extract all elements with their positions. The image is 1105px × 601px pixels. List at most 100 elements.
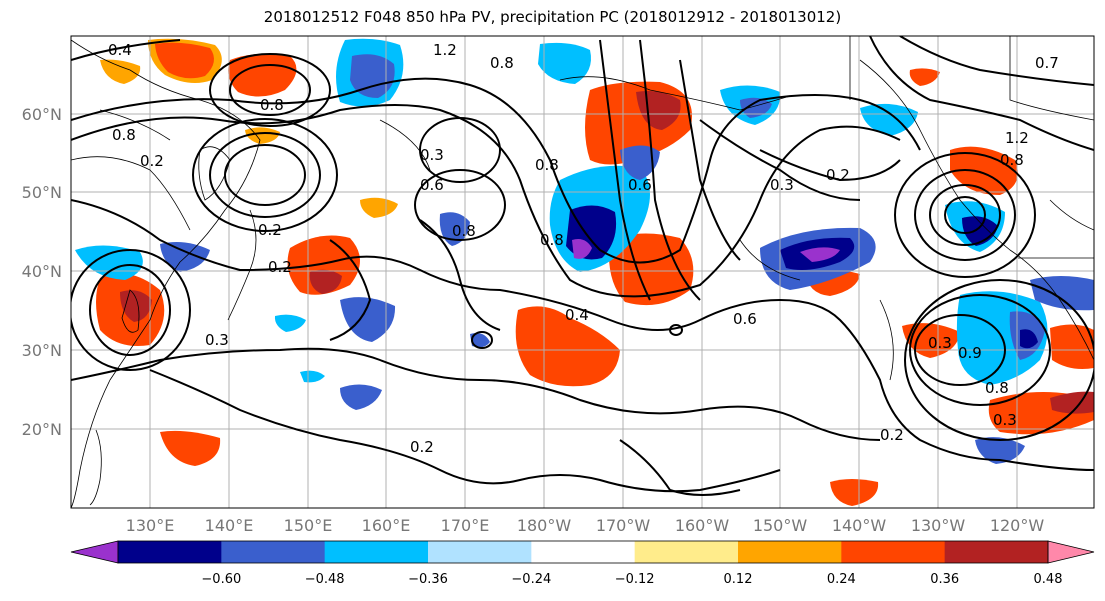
- negative-anomaly-region: [470, 333, 490, 348]
- positive-anomaly-region: [909, 68, 940, 86]
- contour-label: 1.2: [1005, 129, 1029, 147]
- contour-label: 0.6: [628, 176, 652, 194]
- positive-anomaly-region: [160, 430, 221, 466]
- positive-anomaly-region: [609, 233, 694, 306]
- colorbar-segment: [221, 541, 326, 563]
- contour-labels: 0.4 1.2 0.8 0.8 0.3 0.8 0.6 0.6 0.8 0.3 …: [108, 41, 1059, 456]
- colorbar-tick-label: 0.12: [724, 572, 753, 587]
- lat-label: 30°N: [22, 341, 62, 360]
- negative-anomaly-region: [350, 54, 395, 98]
- contour-label: 0.3: [420, 146, 444, 164]
- colorbar-tick-label: −0.12: [615, 572, 655, 587]
- contour-label: 0.8: [540, 231, 564, 249]
- lon-label: 140°E: [205, 516, 254, 535]
- negative-anomaly-region: [620, 145, 660, 180]
- colorbar: −0.60 −0.48 −0.36 −0.24 −0.12 0.12 0.24 0.36 0.4…: [70, 540, 1095, 587]
- contour-label: 0.3: [993, 411, 1017, 429]
- contour-label: 0.8: [985, 379, 1009, 397]
- negative-anomaly-region: [274, 314, 306, 332]
- positive-anomaly-region: [228, 53, 297, 97]
- lon-label: 140°W: [832, 516, 887, 535]
- lon-label: 160°W: [675, 516, 730, 535]
- negative-anomaly-region: [740, 97, 772, 118]
- colorbar-segment: [428, 541, 532, 563]
- lon-label: 130°W: [911, 516, 966, 535]
- lon-label: 130°E: [126, 516, 175, 535]
- colorbar-segment: [324, 541, 429, 563]
- colorbar-frame: [117, 540, 1049, 564]
- colorbar-tick-label: 0.48: [1034, 572, 1063, 587]
- contour-label: 0.8: [260, 96, 284, 114]
- positive-anomaly-region: [902, 323, 960, 358]
- contour-label: 0.8: [112, 126, 136, 144]
- negative-anomaly-region: [860, 103, 918, 136]
- colorbar-segment: [738, 541, 842, 563]
- lat-label: 40°N: [22, 262, 62, 281]
- contour-label: 0.2: [880, 426, 904, 444]
- contour-label: 0.8: [452, 222, 476, 240]
- contour-label: 0.2: [410, 438, 434, 456]
- negative-anomaly-region: [439, 212, 470, 246]
- contour-label: 0.2: [258, 221, 282, 239]
- positive-anomaly-region: [309, 269, 342, 294]
- colorbar-tick-label: −0.60: [201, 572, 241, 587]
- map-background: [71, 36, 1094, 508]
- positive-anomaly-region: [515, 306, 620, 387]
- positive-anomaly-region: [1050, 324, 1094, 369]
- contour-label: 0.2: [826, 166, 850, 184]
- map-frame: [70, 35, 1095, 509]
- colorbar-segment: [634, 541, 739, 563]
- lat-label: 20°N: [22, 420, 62, 439]
- contour-label: 0.6: [420, 176, 444, 194]
- lon-label: 160°E: [362, 516, 411, 535]
- negative-anomaly-region: [340, 297, 396, 342]
- latitude-labels: 60°N 50°N 40°N 30°N 20°N: [22, 105, 62, 439]
- positive-anomaly-region: [1050, 391, 1094, 414]
- contour-label: 0.4: [565, 306, 589, 324]
- colorbar-tick-label: −0.36: [408, 572, 448, 587]
- contour-label: 0.7: [1035, 54, 1059, 72]
- positive-anomaly-region: [155, 42, 214, 79]
- negative-anomaly-region: [1030, 276, 1094, 311]
- lon-label: 150°W: [753, 516, 808, 535]
- colorbar-segment: [531, 541, 636, 563]
- colorbar-tick-label: −0.48: [305, 572, 345, 587]
- positive-anomaly-region: [100, 59, 141, 84]
- colorbar-segment: [841, 541, 946, 563]
- contour-label: 0.9: [958, 344, 982, 362]
- colorbar-segment: [118, 541, 222, 563]
- contour-label: 0.2: [140, 152, 164, 170]
- contour-label: 0.8: [490, 54, 514, 72]
- colorbar-extend-min: [70, 540, 119, 564]
- negative-anomaly-region: [962, 216, 998, 246]
- lon-label: 120°W: [990, 516, 1045, 535]
- contour-label: 1.2: [433, 41, 457, 59]
- negative-anomaly-region: [538, 42, 591, 84]
- positive-anomaly-region: [830, 479, 879, 506]
- longitude-labels: 130°E 140°E 150°E 160°E 170°E 180°W 170°…: [126, 516, 1045, 535]
- colorbar-extend-max: [1047, 540, 1095, 564]
- negative-anomaly-region: [340, 384, 382, 410]
- negative-anomaly-region: [572, 239, 592, 259]
- contour-label: 0.6: [733, 310, 757, 328]
- lon-label: 170°E: [441, 516, 490, 535]
- contour-label: 0.3: [928, 334, 952, 352]
- contour-label: 0.8: [535, 156, 559, 174]
- positive-anomaly-region: [245, 127, 280, 144]
- negative-anomaly-region: [800, 247, 840, 262]
- figure-title: 2018012512 F048 850 hPa PV, precipitatio…: [263, 8, 842, 26]
- map-panel: 0.4 1.2 0.8 0.8 0.3 0.8 0.6 0.6 0.8 0.3 …: [70, 35, 1095, 509]
- colorbar-tick-label: 0.24: [827, 572, 856, 587]
- contour-label: 0.8: [1000, 151, 1024, 169]
- negative-anomaly-region: [300, 370, 325, 383]
- lon-label: 180°W: [517, 516, 572, 535]
- negative-anomaly-region: [975, 437, 1025, 464]
- lon-label: 150°E: [284, 516, 333, 535]
- lon-label: 170°W: [596, 516, 651, 535]
- colorbar-tick-label: −0.24: [511, 572, 551, 587]
- colorbar-tick-label: 0.36: [930, 572, 959, 587]
- pv-contours-thin: [71, 109, 894, 381]
- lat-label: 60°N: [22, 105, 62, 124]
- negative-anomaly-region: [1020, 329, 1038, 349]
